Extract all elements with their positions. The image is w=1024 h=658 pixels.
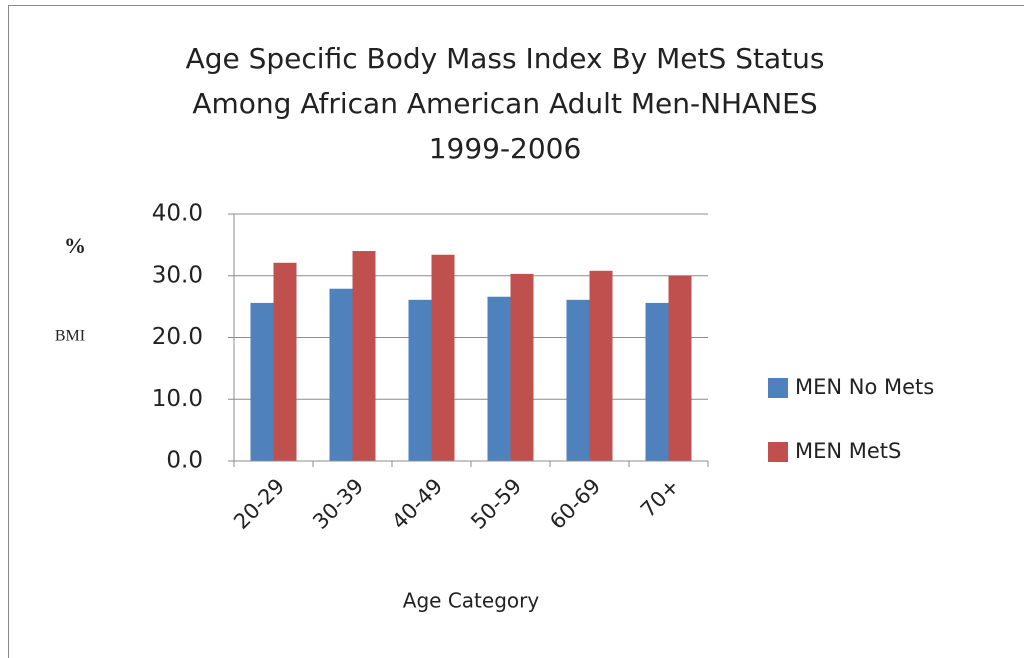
bar: [273, 262, 297, 461]
chart-title: Age Specific Body Mass Index By MetS Sta…: [186, 42, 825, 75]
bar: [510, 273, 534, 461]
legend-label: MEN No Mets: [795, 375, 934, 399]
y-axis-label: BMI: [55, 328, 85, 345]
bar: [589, 270, 613, 461]
bar: [487, 296, 511, 461]
x-tick-label: 30-39: [308, 474, 368, 534]
bar: [329, 288, 353, 461]
chart-title: Among African American Adult Men-NHANES: [192, 87, 817, 120]
bar: [250, 302, 274, 461]
legend-swatch: [768, 378, 788, 398]
y-tick-label: 0.0: [166, 448, 203, 474]
y-tick-label: 20.0: [152, 324, 203, 350]
y-tick-label: 30.0: [152, 262, 203, 288]
bar: [645, 302, 669, 461]
legend-swatch: [768, 442, 788, 462]
y-tick-label: 10.0: [152, 386, 203, 412]
bar: [566, 299, 590, 461]
bar: [431, 254, 455, 461]
bar: [352, 251, 376, 461]
chart-title: 1999-2006: [429, 132, 582, 165]
frame: [8, 5, 1024, 658]
bar: [668, 275, 692, 461]
y-axis-label: %: [64, 233, 86, 258]
x-tick-label: 50-59: [466, 474, 526, 534]
x-tick-label: 70+: [636, 474, 684, 522]
x-tick-label: 60-69: [545, 474, 605, 534]
x-tick-label: 40-49: [387, 474, 447, 534]
x-axis-label: Age Category: [403, 589, 540, 613]
legend-label: MEN MetS: [795, 439, 901, 463]
bar: [408, 299, 432, 461]
x-tick-label: 20-29: [229, 474, 289, 534]
y-tick-label: 40.0: [152, 201, 203, 227]
